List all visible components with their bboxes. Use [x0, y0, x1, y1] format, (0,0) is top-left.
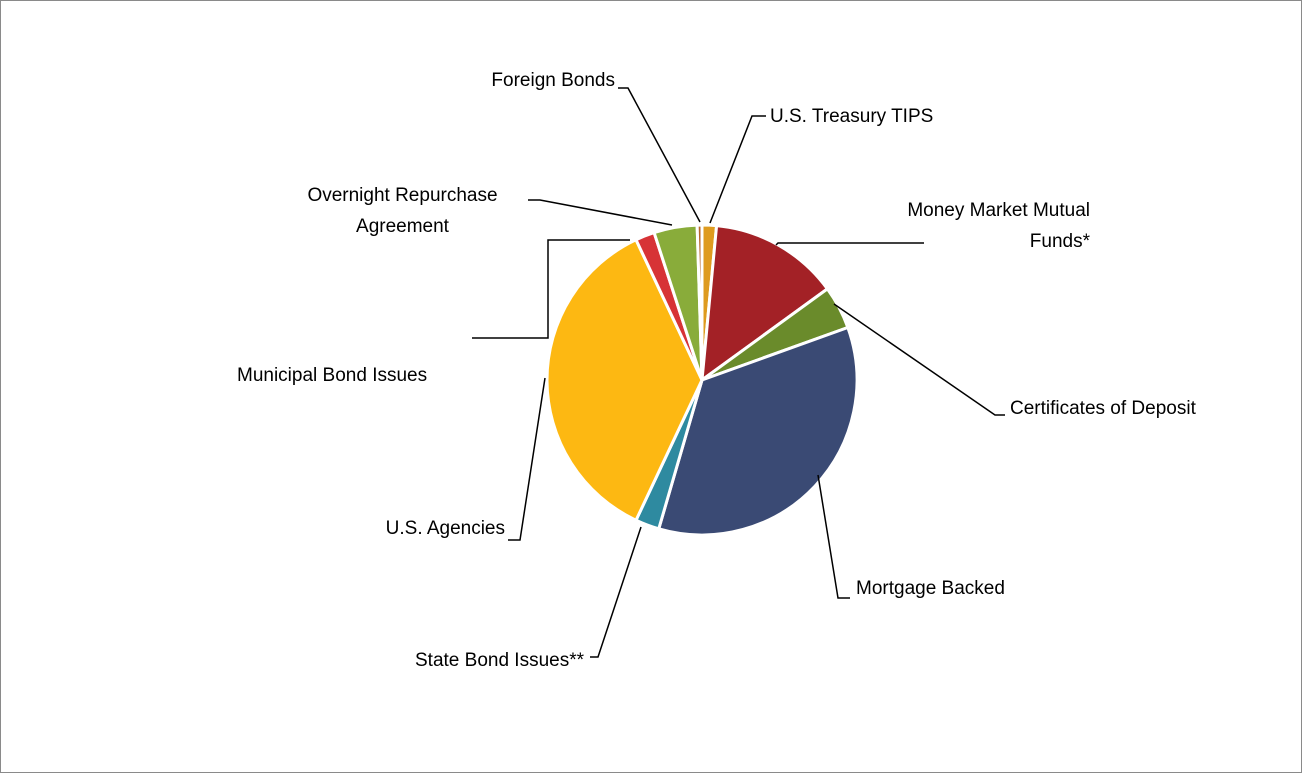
pie-slice [545, 238, 704, 522]
slice-label: Mortgage Backed [856, 578, 1005, 599]
pie-slice [695, 223, 704, 382]
leader-line [833, 303, 1005, 416]
leader-line [817, 474, 850, 599]
slice-label: Money Market Mutual Funds* [907, 200, 1090, 252]
leader-line [508, 377, 546, 541]
slice-label: Certificates of Deposit [1010, 398, 1196, 419]
slice-label: U.S. Agencies [385, 518, 505, 539]
leader-line [618, 87, 701, 223]
pie-slice [700, 224, 829, 382]
slice-label: Overnight Repurchase Agreement [307, 185, 498, 237]
slice-label: Municipal Bond Issues [237, 365, 428, 386]
slice-label: Foreign Bonds [491, 70, 615, 91]
leader-line [528, 199, 673, 226]
pie-slice [657, 325, 859, 537]
leader-line [472, 239, 630, 339]
leader-line [590, 526, 642, 658]
slice-label: State Bond Issues** [415, 650, 584, 671]
leader-line [775, 242, 924, 246]
slice-label: U.S. Treasury TIPS [770, 106, 934, 127]
leader-line [709, 115, 766, 224]
